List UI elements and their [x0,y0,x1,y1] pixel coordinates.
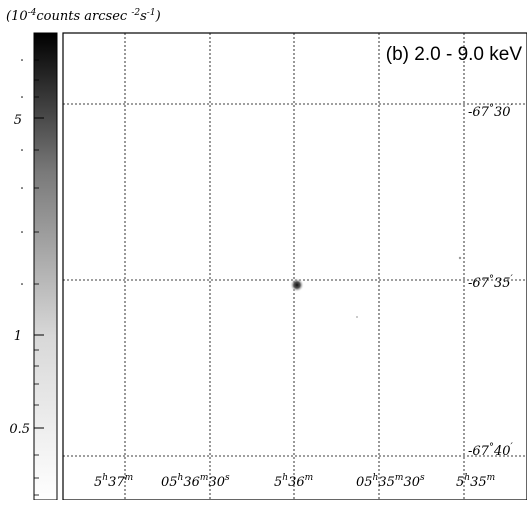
faint-source [458,256,462,260]
colorbar-dot [21,283,23,285]
colorbar-dot [21,96,23,98]
dec-label: -67°35′ [468,274,513,291]
colorbar-tick-labels: 5 1 0.5 [9,113,30,437]
panel-label: (b) 2.0 - 9.0 keV [386,44,523,65]
dec-labels: -67°30′ -67°35′ -67°40′ [468,103,513,459]
ra-labels: 5h37m 05h36m30s 5h36m 05h35m30s 5h35m [94,473,495,490]
dec-label: -67°30′ [468,103,513,120]
colorbar-dot [21,149,23,151]
colorbar [33,32,58,501]
colorbar-tick-label: 0.5 [9,422,30,437]
faint-source [356,316,358,318]
colorbar-dot [21,59,23,61]
colorbar-unit-label: (10-4counts arcsec -2s-1) [6,8,161,24]
ra-label: 5h37m [94,473,133,490]
ra-label: 05h36m30s [161,473,230,490]
colorbar-tick-label: 1 [14,329,22,344]
image-panel [62,32,527,501]
ra-label: 5h36m [274,473,313,490]
ra-label: 05h35m30s [356,473,425,490]
colorbar-tick-label: 5 [14,113,22,128]
colorbar-dot [21,187,23,189]
point-source [290,278,304,292]
colorbar-dot [21,231,23,233]
dec-label: -67°40′ [468,442,513,459]
colorbar-ticks [21,59,44,496]
coordinate-grid [63,33,527,500]
ra-label: 5h35m [456,473,495,490]
